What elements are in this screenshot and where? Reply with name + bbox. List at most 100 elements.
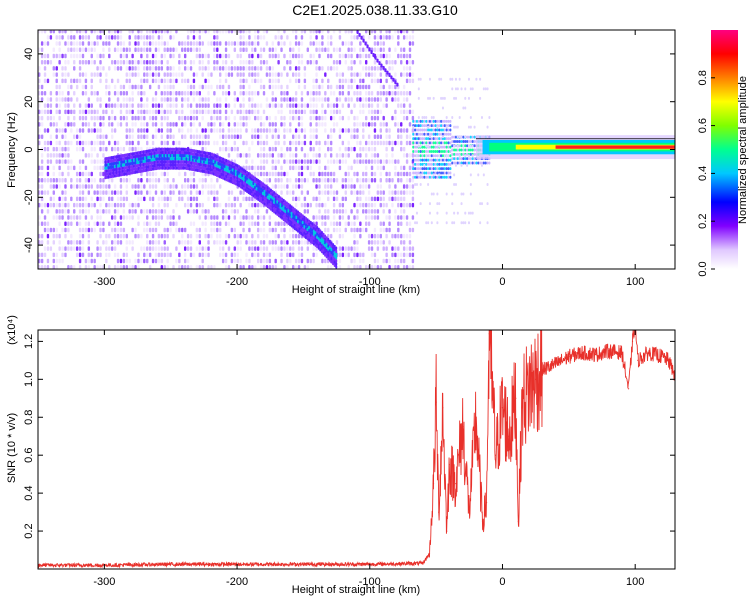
noise-cell bbox=[70, 41, 73, 46]
halo-cell bbox=[475, 77, 478, 81]
noise-cell bbox=[242, 41, 245, 46]
signal-cell bbox=[316, 232, 319, 236]
noise-cell bbox=[362, 146, 365, 152]
noise-cell bbox=[359, 227, 362, 233]
noise-cell bbox=[204, 134, 207, 140]
noise-cell bbox=[251, 215, 254, 220]
noise-cell bbox=[90, 53, 93, 59]
signal-cell bbox=[179, 163, 182, 167]
noise-cell bbox=[175, 221, 178, 227]
noise-cell bbox=[99, 78, 102, 84]
noise-cell bbox=[160, 258, 164, 264]
noise-cell bbox=[116, 47, 120, 53]
noise-cell bbox=[43, 246, 47, 251]
noise-cell bbox=[207, 140, 210, 146]
noise-cell bbox=[306, 59, 310, 65]
signal-cell bbox=[134, 170, 137, 174]
aliased-cell bbox=[374, 55, 377, 60]
noise-cell bbox=[359, 53, 362, 59]
noise-cell bbox=[154, 72, 158, 77]
noise-cell bbox=[233, 215, 237, 220]
noise-cell bbox=[201, 171, 204, 177]
noise-cell bbox=[157, 72, 161, 77]
noise-cell bbox=[370, 109, 374, 115]
noise-cell bbox=[312, 178, 315, 183]
noise-cell bbox=[160, 30, 164, 34]
onset-cell bbox=[421, 154, 424, 158]
signal-cell bbox=[214, 169, 217, 174]
noise-cell bbox=[400, 196, 403, 202]
noise-cell bbox=[73, 184, 76, 189]
noise-cell bbox=[87, 35, 91, 40]
noise-cell bbox=[58, 128, 61, 133]
signal-cell bbox=[226, 178, 229, 182]
noise-cell bbox=[359, 41, 362, 46]
noise-cell bbox=[353, 265, 356, 269]
noise-cell bbox=[224, 240, 228, 245]
noise-cell bbox=[43, 53, 47, 59]
signal-cell bbox=[303, 228, 306, 232]
noise-cell bbox=[181, 122, 184, 127]
noise-cell bbox=[52, 72, 55, 77]
signal-cell bbox=[300, 213, 303, 217]
noise-cell bbox=[265, 41, 269, 46]
noise-cell bbox=[148, 72, 152, 77]
signal-cell bbox=[327, 241, 330, 245]
noise-cell bbox=[367, 240, 371, 245]
noise-cell bbox=[81, 30, 85, 34]
noise-cell bbox=[256, 103, 260, 108]
noise-cell bbox=[84, 84, 88, 90]
noise-cell bbox=[134, 84, 137, 90]
noise-cell bbox=[364, 184, 368, 189]
noise-cell bbox=[67, 103, 70, 108]
noise-cell bbox=[353, 252, 356, 258]
halo-cell bbox=[425, 116, 428, 120]
noise-cell bbox=[370, 66, 374, 71]
noise-cell bbox=[300, 165, 304, 171]
noise-cell bbox=[169, 184, 172, 189]
signal-cell bbox=[201, 150, 204, 155]
noise-cell bbox=[277, 134, 280, 140]
noise-cell bbox=[286, 240, 289, 245]
noise-cell bbox=[350, 209, 353, 214]
noise-cell bbox=[292, 72, 295, 77]
noise-cell bbox=[283, 227, 286, 233]
noise-cell bbox=[128, 140, 131, 146]
onset-cell bbox=[436, 158, 439, 162]
noise-cell bbox=[154, 109, 158, 115]
noise-cell bbox=[90, 196, 93, 202]
halo-cell bbox=[469, 116, 472, 120]
noise-cell bbox=[405, 184, 409, 189]
noise-cell bbox=[245, 165, 248, 171]
noise-cell bbox=[411, 115, 415, 121]
signal-cell bbox=[268, 193, 271, 198]
noise-cell bbox=[137, 35, 140, 40]
noise-cell bbox=[84, 59, 88, 65]
noise-cell bbox=[96, 109, 99, 115]
noise-cell bbox=[221, 84, 225, 90]
signal-cell bbox=[332, 243, 335, 247]
spectrogram-x-label: Height of straight line (km) bbox=[292, 284, 420, 296]
noise-cell bbox=[300, 202, 304, 208]
noise-cell bbox=[143, 184, 146, 189]
signal-cell bbox=[246, 170, 249, 175]
noise-cell bbox=[169, 91, 172, 96]
noise-cell bbox=[391, 252, 394, 258]
noise-cell bbox=[122, 209, 126, 214]
noise-cell bbox=[148, 265, 152, 269]
signal-cell bbox=[163, 163, 166, 167]
noise-cell bbox=[364, 265, 368, 269]
signal-cell bbox=[327, 256, 330, 261]
noise-cell bbox=[119, 59, 123, 65]
noise-cell bbox=[110, 128, 114, 133]
noise-cell bbox=[400, 215, 403, 220]
noise-cell bbox=[207, 109, 210, 115]
noise-cell bbox=[116, 97, 120, 102]
noise-cell bbox=[385, 134, 388, 140]
noise-cell bbox=[224, 109, 228, 115]
noise-cell bbox=[394, 72, 397, 77]
noise-cell bbox=[157, 252, 161, 258]
noise-cell bbox=[198, 41, 201, 46]
onset-cell bbox=[428, 167, 431, 171]
noise-cell bbox=[224, 30, 228, 34]
